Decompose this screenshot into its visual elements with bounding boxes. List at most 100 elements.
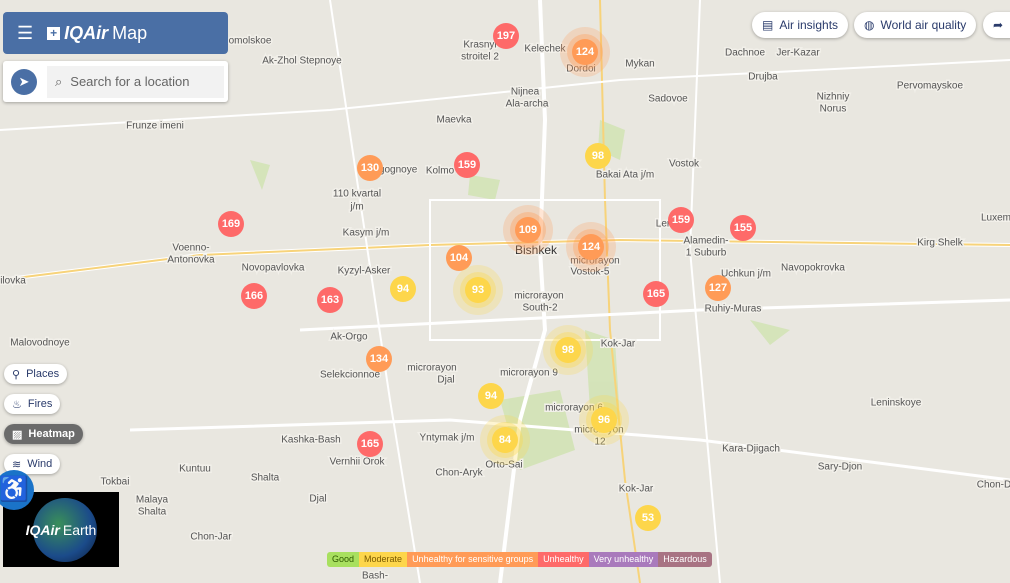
place-label: Orto-Sai (485, 460, 522, 471)
place-label: Kolmo (426, 166, 455, 177)
aqi-marker[interactable]: 159 (454, 152, 480, 178)
share-button[interactable]: ➦ (983, 12, 1010, 38)
aqi-marker[interactable]: 94 (390, 276, 416, 302)
place-label: Antonovka (167, 255, 215, 266)
marker-dot (730, 215, 756, 241)
aqi-legend: Good Moderate Unhealthy for sensitive grou… (327, 552, 712, 567)
button-label: Air insights (779, 18, 839, 32)
place-label: Nijnea (511, 87, 540, 98)
logo-icon: + (47, 26, 61, 40)
earth-button[interactable]: IQAir Earth (3, 492, 119, 567)
logo: + IQAir Map (47, 23, 147, 44)
place-label: Shalta (251, 473, 280, 484)
marker-value: 127 (709, 282, 727, 294)
search-input[interactable]: ⌕ Search for a location (47, 65, 224, 98)
place-label: Shalta (138, 507, 167, 518)
place-label: Chon-D (977, 480, 1010, 491)
place-label: Kok-Jar (619, 484, 654, 495)
place-label: Voenno- (172, 243, 209, 254)
aqi-marker[interactable]: 169 (218, 211, 244, 237)
marker-dot (317, 287, 343, 313)
fires-toggle[interactable]: ♨ Fires (4, 394, 61, 414)
air-insights-button[interactable]: ▤ Air insights (752, 12, 849, 38)
aqi-marker[interactable]: 98 (543, 325, 593, 375)
earth-brand: IQAir (25, 521, 60, 538)
aqi-marker[interactable]: 163 (317, 287, 343, 313)
toggle-label: Wind (27, 458, 53, 470)
place-label: Kok-Jar (601, 339, 636, 350)
aqi-marker[interactable]: 124 (560, 27, 610, 77)
place-label: Nizhniy (817, 92, 850, 103)
aqi-marker[interactable]: 134 (366, 346, 392, 372)
marker-dot (591, 407, 617, 433)
aqi-marker[interactable]: 53 (635, 505, 661, 531)
marker-dot (578, 234, 604, 260)
wind-toggle[interactable]: ≋ Wind (4, 454, 61, 474)
place-label: Malovodnoye (10, 338, 70, 349)
marker-dot (572, 39, 598, 65)
aqi-marker[interactable]: 165 (643, 281, 669, 307)
place-label: Ak-Zhol Stepnoye (262, 56, 342, 67)
marker-value: 109 (519, 224, 537, 236)
marker-value: 98 (592, 150, 604, 162)
aqi-marker[interactable]: 94 (478, 383, 504, 409)
place-label: Vernhii Orok (329, 457, 385, 468)
aqi-marker[interactable]: 165 (357, 431, 383, 457)
marker-value: 169 (222, 218, 240, 230)
place-label: Sadovoe (648, 94, 688, 105)
aqi-marker[interactable]: 96 (579, 395, 629, 445)
marker-value: 94 (397, 283, 410, 295)
marker-dot (390, 276, 416, 302)
place-label: Norus (820, 104, 847, 115)
toggle-label: Heatmap (28, 428, 75, 440)
place-label: Bakai Ata j/m (596, 170, 654, 181)
aqi-marker[interactable]: 130 (357, 155, 383, 181)
place-label: microrayon 6 (545, 403, 603, 414)
locate-button[interactable]: ➤ (11, 68, 37, 95)
aqi-marker[interactable]: 109 (503, 205, 553, 255)
place-label: stroitel 2 (461, 52, 499, 63)
legend-item: Good (327, 552, 360, 567)
place-label: Kashka-Bash (281, 435, 340, 446)
marker-value: 53 (642, 512, 654, 524)
place-label: Djal (437, 375, 454, 386)
icon: ▤ (762, 18, 774, 32)
place-label: microrayon (407, 363, 456, 374)
aqi-marker[interactable]: 98 (585, 143, 611, 169)
place-label: microrayon (570, 256, 619, 267)
aqi-marker[interactable]: 159 (668, 207, 694, 233)
place-label: Dordoi (566, 64, 595, 75)
aqi-marker[interactable]: 84 (480, 415, 530, 465)
aqi-marker[interactable]: 127 (705, 275, 731, 301)
menu-button[interactable]: ☰ (17, 22, 34, 43)
marker-dot (493, 23, 519, 49)
place-label: 1 Suburb (686, 248, 727, 259)
place-label: Dachnoe (725, 48, 765, 59)
legend-item: Unhealthy (538, 552, 589, 567)
place-label: Yntymak j/m (419, 433, 474, 444)
place-label: Bishkek (515, 243, 558, 257)
aqi-marker[interactable]: 155 (730, 215, 756, 241)
icon: ◍ (864, 18, 875, 32)
heatmap-toggle[interactable]: ▨ Heatmap (4, 424, 83, 444)
place-label: Malaya (136, 495, 169, 506)
aqi-marker[interactable]: 166 (241, 283, 267, 309)
world-air-quality-button[interactable]: ◍ World air quality (854, 12, 977, 38)
marker-value: 124 (582, 241, 601, 253)
marker-value: 165 (647, 288, 665, 300)
marker-dot (585, 143, 611, 169)
aqi-marker[interactable]: 124 (566, 222, 616, 272)
icon: ▨ (12, 428, 23, 441)
places-toggle[interactable]: ⚲ Places (4, 364, 68, 384)
place-label: Kuntuu (179, 464, 211, 475)
marker-dot (515, 217, 541, 243)
aqi-marker[interactable]: 104 (446, 245, 472, 271)
place-label: 12 (594, 437, 606, 448)
place-label: Chon-Aryk (435, 468, 483, 479)
place-label: Tokbai (101, 477, 130, 488)
accessibility-button[interactable]: ♿ (0, 470, 34, 510)
aqi-marker[interactable]: 93 (453, 265, 503, 315)
aqi-marker[interactable]: 197 (493, 23, 519, 49)
